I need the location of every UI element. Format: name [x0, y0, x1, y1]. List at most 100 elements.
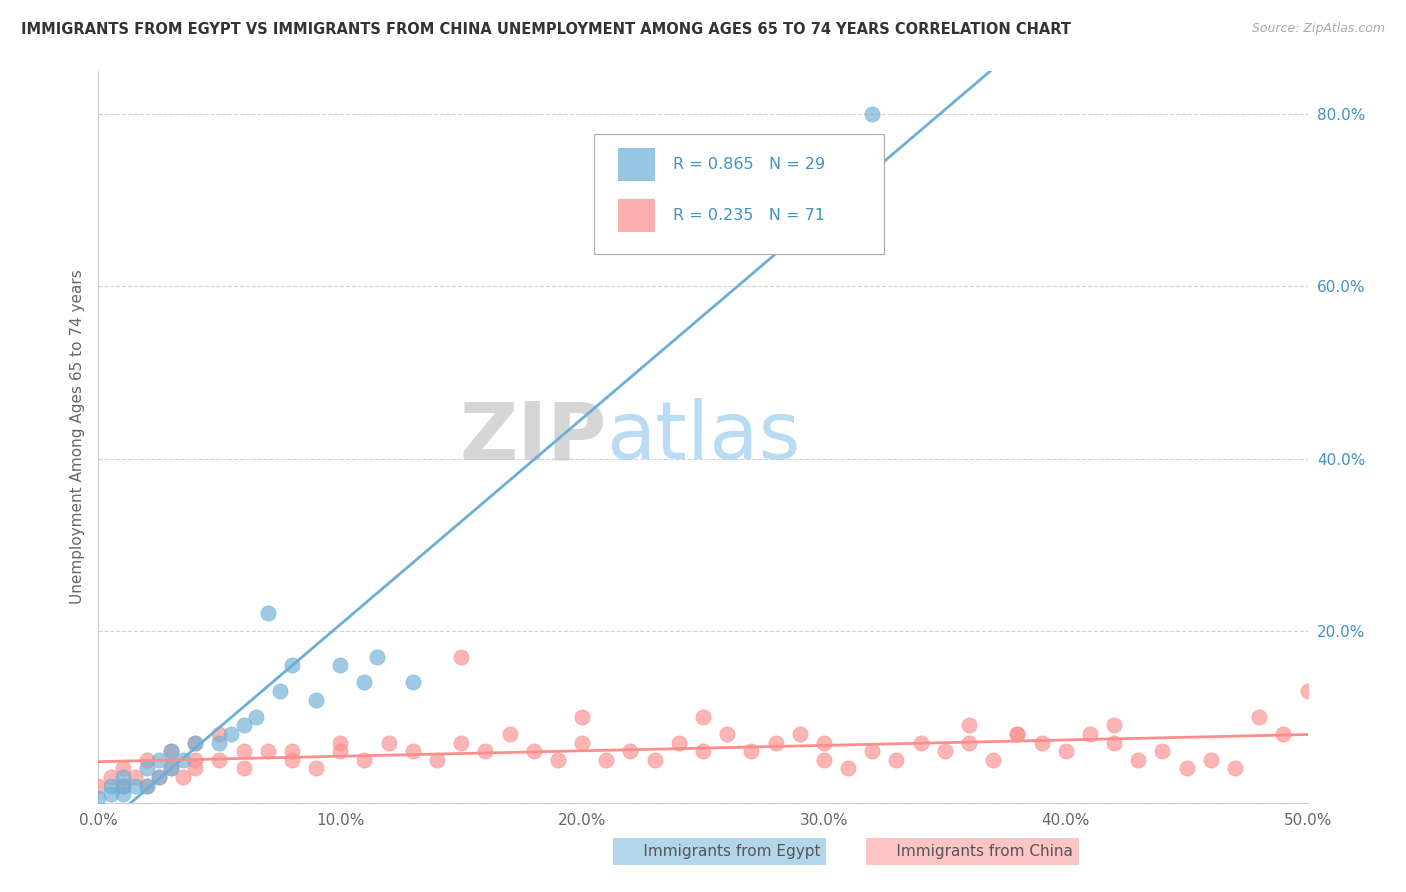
Point [1102, 718, 1125, 732]
Point [1152, 744, 1174, 758]
Point [910, 735, 932, 749]
Point [148, 770, 170, 784]
Point [87, 779, 110, 793]
Point [87, 791, 110, 805]
Point [160, 761, 183, 775]
Point [1078, 727, 1101, 741]
Point [160, 761, 183, 775]
Point [135, 779, 157, 793]
Point [716, 727, 738, 741]
Text: Immigrants from China: Immigrants from China [872, 845, 1073, 859]
Point [957, 735, 980, 749]
Point [281, 744, 304, 758]
Point [232, 761, 254, 775]
Point [353, 753, 375, 767]
Point [208, 727, 231, 741]
Point [1199, 753, 1222, 767]
Point [765, 735, 787, 749]
Point [232, 744, 254, 758]
Point [692, 710, 714, 724]
Point [329, 735, 352, 749]
Point [426, 753, 449, 767]
Point [1054, 744, 1077, 758]
Point [148, 753, 170, 767]
Point [111, 761, 134, 775]
Point [1223, 761, 1246, 775]
Point [644, 753, 666, 767]
Point [957, 718, 980, 732]
Point [135, 761, 157, 775]
Text: R = 0.235   N = 71: R = 0.235 N = 71 [672, 209, 825, 223]
Point [1007, 727, 1029, 741]
Text: IMMIGRANTS FROM EGYPT VS IMMIGRANTS FROM CHINA UNEMPLOYMENT AMONG AGES 65 TO 74 : IMMIGRANTS FROM EGYPT VS IMMIGRANTS FROM… [21, 22, 1071, 37]
Point [402, 675, 425, 690]
Point [160, 744, 183, 758]
Point [1007, 727, 1029, 741]
Point [232, 718, 254, 732]
Point [245, 710, 267, 724]
Point [208, 735, 231, 749]
Point [886, 753, 908, 767]
Point [184, 735, 207, 749]
Point [1102, 735, 1125, 749]
Point [547, 753, 569, 767]
Point [860, 107, 883, 121]
Text: Source: ZipAtlas.com: Source: ZipAtlas.com [1251, 22, 1385, 36]
Point [377, 735, 399, 749]
Point [184, 735, 207, 749]
FancyBboxPatch shape [595, 134, 884, 254]
Point [523, 744, 546, 758]
Point [1296, 684, 1319, 698]
Point [305, 761, 328, 775]
Point [934, 744, 956, 758]
Point [184, 753, 207, 767]
Point [100, 770, 122, 784]
Point [281, 753, 304, 767]
Point [450, 735, 472, 749]
Point [595, 753, 617, 767]
Bar [619, 148, 655, 181]
Point [329, 658, 352, 673]
Point [184, 761, 207, 775]
Point [353, 675, 375, 690]
Point [281, 658, 304, 673]
Point [111, 779, 134, 793]
Point [571, 710, 593, 724]
Point [1272, 727, 1295, 741]
Point [1128, 753, 1150, 767]
Point [366, 649, 388, 664]
Point [450, 649, 472, 664]
Point [692, 744, 714, 758]
Point [329, 744, 352, 758]
Point [256, 607, 278, 621]
Point [402, 744, 425, 758]
Point [305, 692, 328, 706]
Point [813, 735, 835, 749]
Point [1249, 710, 1271, 724]
Text: R = 0.865   N = 29: R = 0.865 N = 29 [672, 157, 825, 172]
Point [111, 770, 134, 784]
Point [256, 744, 278, 758]
Point [221, 727, 243, 741]
Point [100, 779, 122, 793]
Bar [619, 199, 655, 232]
Point [740, 744, 762, 758]
Text: atlas: atlas [606, 398, 800, 476]
Point [124, 770, 146, 784]
Point [981, 753, 1004, 767]
Point [860, 744, 883, 758]
Y-axis label: Unemployment Among Ages 65 to 74 years: Unemployment Among Ages 65 to 74 years [69, 269, 84, 605]
Point [813, 753, 835, 767]
Point [135, 753, 157, 767]
Point [813, 142, 835, 156]
Point [668, 735, 690, 749]
Point [789, 727, 811, 741]
Point [111, 779, 134, 793]
Text: Immigrants from Egypt: Immigrants from Egypt [619, 845, 820, 859]
Point [498, 727, 520, 741]
Text: ZIP: ZIP [458, 398, 606, 476]
Point [1175, 761, 1198, 775]
Point [619, 744, 641, 758]
Point [100, 787, 122, 801]
Point [172, 753, 194, 767]
